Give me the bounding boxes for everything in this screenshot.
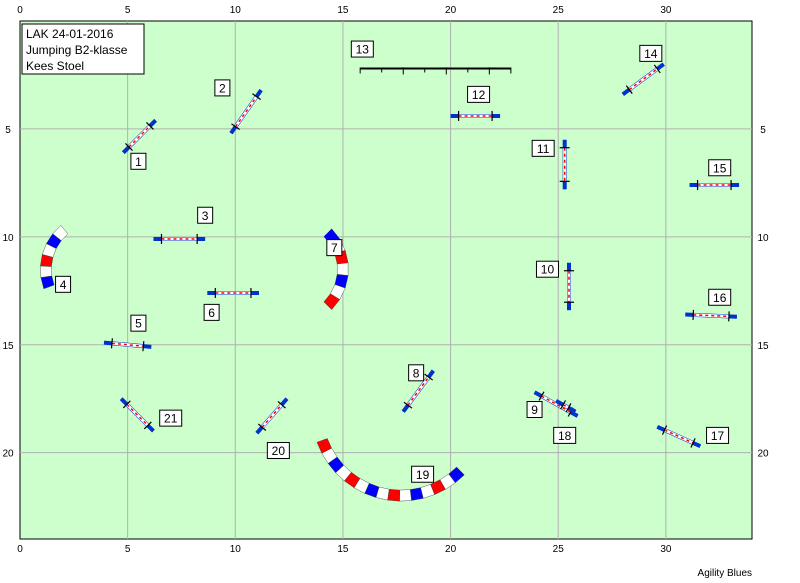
footer-credit: Agility Blues xyxy=(698,568,752,578)
y-tick-label-left: 10 xyxy=(2,233,14,244)
y-tick-label-right: 15 xyxy=(757,341,769,352)
obstacle-number: 18 xyxy=(558,429,572,443)
x-tick-label-bottom: 0 xyxy=(17,544,23,555)
obstacle-number: 1 xyxy=(135,155,142,169)
y-tick-label-right: 10 xyxy=(757,233,769,244)
x-tick-label-top: 15 xyxy=(337,5,349,16)
info-box: LAK 24-01-2016 Jumping B2-klasse Kees St… xyxy=(22,24,144,74)
y-tick-label-right: 5 xyxy=(760,125,766,136)
x-tick-label-top: 20 xyxy=(445,5,457,16)
obstacle-number: 6 xyxy=(208,306,215,320)
tunnel-segment xyxy=(388,489,400,501)
x-tick-label-top: 0 xyxy=(17,5,23,16)
obstacle-number: 4 xyxy=(60,278,67,292)
obstacle-number: 20 xyxy=(272,444,286,458)
obstacle-number: 21 xyxy=(164,412,178,426)
x-tick-label-bottom: 15 xyxy=(337,544,349,555)
x-tick-label-top: 25 xyxy=(553,5,565,16)
obstacle-number: 9 xyxy=(531,403,538,417)
obstacle-number: 14 xyxy=(644,47,658,61)
obstacle-number: 12 xyxy=(472,88,486,102)
obstacle-number: 15 xyxy=(713,161,727,175)
info-line-class: Jumping B2-klasse xyxy=(26,43,128,57)
x-tick-label-bottom: 5 xyxy=(125,544,131,555)
y-tick-label-right: 20 xyxy=(757,449,769,460)
x-tick-label-top: 30 xyxy=(660,5,672,16)
x-tick-label-bottom: 25 xyxy=(553,544,565,555)
x-tick-label-bottom: 20 xyxy=(445,544,457,555)
x-tick-label-bottom: 10 xyxy=(230,544,242,555)
y-tick-label-left: 20 xyxy=(2,449,14,460)
tunnel-segment xyxy=(40,266,51,278)
obstacle-number: 3 xyxy=(202,209,209,223)
tunnel-segment xyxy=(400,490,412,502)
obstacle-number: 16 xyxy=(713,291,727,305)
x-tick-label-bottom: 30 xyxy=(660,544,672,555)
obstacle-number: 19 xyxy=(416,468,430,482)
obstacle-number: 7 xyxy=(331,241,338,255)
obstacle-number: 17 xyxy=(711,429,725,443)
obstacle-number: 5 xyxy=(135,317,142,331)
obstacle-number: 13 xyxy=(356,43,370,57)
x-tick-label-top: 5 xyxy=(125,5,131,16)
y-tick-label-left: 5 xyxy=(5,125,11,136)
obstacle-number: 10 xyxy=(541,263,555,277)
obstacle-number: 8 xyxy=(413,366,420,380)
tunnel-segment xyxy=(337,263,348,276)
y-tick-label-left: 15 xyxy=(2,341,14,352)
field-background xyxy=(20,21,752,539)
info-line-judge: Kees Stoel xyxy=(26,59,84,73)
obstacle-number: 11 xyxy=(537,142,550,156)
info-line-event: LAK 24-01-2016 xyxy=(26,27,114,41)
obstacle-number: 2 xyxy=(219,81,226,95)
x-tick-label-top: 10 xyxy=(230,5,242,16)
